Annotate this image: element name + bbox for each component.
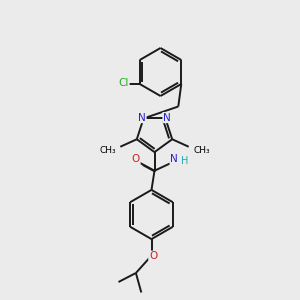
Text: N: N [163,112,171,123]
Text: N: N [170,154,178,164]
Text: CH₃: CH₃ [99,146,116,155]
Text: O: O [149,251,157,261]
Text: N: N [138,112,146,123]
Text: O: O [132,154,140,164]
Text: CH₃: CH₃ [193,146,210,155]
Text: Cl: Cl [118,78,129,88]
Text: H: H [182,156,189,167]
